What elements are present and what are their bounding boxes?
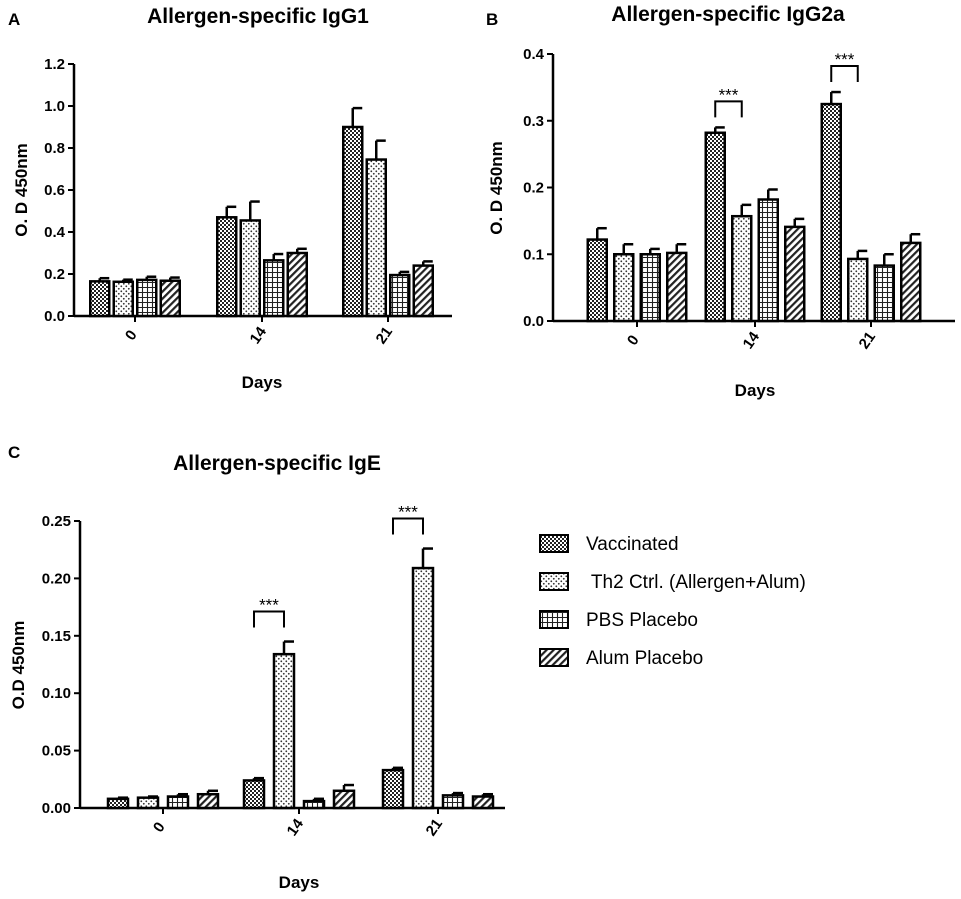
panel-a-ytick-label: 0.6 [44,182,65,199]
panel-b-ytick-label: 0.1 [523,246,544,263]
panel-a-plot: 0.0 0.2 0.4 0.6 0.8 1.0 1.2 0 14 21 [44,56,452,347]
panel-b-bar-pbs-placebo-day-0 [639,253,661,323]
panel-b-ytick-label: 0.3 [523,113,544,130]
panel-b-ytick-label: 0.2 [523,180,544,197]
panel-a-ylabel: O. D 450nm [12,143,31,237]
panel-a-bar-pbs-placebo-day-14 [263,259,285,318]
panel-c-xtick-label: 21 [423,816,446,839]
panel-c-bar-alum-placebo-day-14 [332,789,356,810]
panel-a: A Allergen-specific IgG1 O. D 450nm Days… [8,5,452,392]
panel-b-bar-vaccinated-day-0 [586,238,608,323]
panel-c-bar-pbs-placebo-day-14 [302,799,326,810]
panel-b-xtick-label: 21 [856,329,879,352]
panel-c-ytick-label: 0.10 [42,685,71,702]
panel-b-ytick-label: 0.4 [523,46,545,63]
panel-c-ytick-label: 0.05 [42,743,71,760]
panel-c-xlabel: Days [279,873,320,892]
panel-b-significance-bracket [830,65,859,83]
panel-a-bar-th2-ctrl-day-0 [112,280,134,318]
panel-b-bar-vaccinated-day-21 [820,102,842,323]
panel-a-bar-pbs-placebo-day-21 [389,273,411,318]
panel-c-title: Allergen-specific IgE [173,452,381,475]
panel-b-xlabel: Days [735,381,776,400]
panel-letter-a: A [8,10,20,29]
panel-b-bar-vaccinated-day-14 [704,131,726,323]
panel-a-xtick-label: 14 [247,323,271,347]
legend-swatch-pbs-placebo [539,610,569,629]
panel-a-xlabel: Days [242,373,283,392]
panel-letter-c: C [8,443,20,462]
panel-a-ytick-label: 0.0 [44,308,65,325]
panel-b-bar-pbs-placebo-day-21 [873,264,895,323]
panel-b-significance-bracket [714,100,743,118]
legend: Vaccinated Th2 Ctrl. (Allergen+Alum) PBS… [539,534,806,669]
panel-a-bar-alum-placebo-day-21 [412,264,434,318]
panel-b-xtick-label: 14 [740,328,764,352]
panel-c-xtick-label: 0 [150,819,169,836]
panel-b-significance-label: *** [835,50,855,69]
panel-a-xtick-label: 0 [122,327,141,344]
panel-a-bar-th2-ctrl-day-21 [365,158,387,318]
legend-label-pbs-placebo: PBS Placebo [586,610,698,631]
panel-a-ytick-label: 1.0 [44,98,65,115]
panel-b-bar-alum-placebo-day-14 [784,225,806,323]
panel-b-ylabel: O. D 450nm [487,141,506,235]
panel-c-bar-th2-ctrl-day-21 [411,566,435,810]
panel-a-ytick-label: 0.8 [44,140,65,157]
panel-letter-b: B [486,10,498,29]
panel-c-bar-vaccinated-day-14 [242,779,266,810]
panel-c-xtick-label: 14 [284,815,308,839]
panel-a-ytick-label: 1.2 [44,56,65,73]
panel-b-significance-label: *** [719,85,739,104]
panel-b-bar-th2-ctrl-day-21 [847,257,869,323]
panel-b-title: Allergen-specific IgG2a [611,3,845,26]
panel-c-bar-pbs-placebo-day-21 [441,794,465,810]
panel-c-bar-th2-ctrl-day-0 [136,796,160,810]
panel-a-bar-alum-placebo-day-0 [159,279,181,318]
panel-a-bar-th2-ctrl-day-14 [239,219,261,318]
panel-a-bar-vaccinated-day-14 [216,216,238,318]
panel-c-bar-th2-ctrl-day-14 [272,652,296,810]
panel-c-significance-label: *** [398,503,418,522]
panel-c-bar-alum-placebo-day-21 [471,795,495,810]
panel-c-bar-pbs-placebo-day-0 [166,795,190,810]
panel-c-bar-alum-placebo-day-0 [196,792,220,810]
panel-b-bar-pbs-placebo-day-14 [757,198,779,323]
panel-c: C Allergen-specific IgE O.D 450nm Days 0… [8,443,505,892]
legend-label-alum-placebo: Alum Placebo [586,648,703,669]
panel-a-bar-alum-placebo-day-14 [286,251,308,318]
panel-a-bar-pbs-placebo-day-0 [136,278,158,318]
panel-b-xtick-label: 0 [624,332,643,349]
panel-c-bar-vaccinated-day-0 [106,797,130,810]
legend-label-vaccinated: Vaccinated [586,534,679,555]
panel-c-plot: 0.00 0.05 0.10 0.15 0.20 0.25 0 14 21 *** *** [42,503,505,839]
panel-a-bar-vaccinated-day-21 [342,125,364,318]
legend-swatch-vaccinated [539,534,569,553]
panel-b: B Allergen-specific IgG2a O. D 450nm Day… [486,3,955,400]
panel-a-xtick-label: 21 [373,324,396,347]
panel-c-ytick-label: 0.15 [42,628,71,645]
panel-a-bar-vaccinated-day-0 [89,280,111,318]
panel-a-ytick-label: 0.4 [44,224,66,241]
panel-c-ytick-label: 0.20 [42,570,71,587]
panel-c-bar-vaccinated-day-21 [381,768,405,810]
panel-b-ytick-label: 0.0 [523,313,544,330]
panel-a-ytick-label: 0.2 [44,266,65,283]
panel-b-bar-alum-placebo-day-0 [666,251,688,323]
panel-c-ytick-label: 0.25 [42,513,71,530]
legend-label-th2-ctrl: Th2 Ctrl. (Allergen+Alum) [586,572,806,593]
legend-swatch-th2-ctrl [539,572,569,591]
panel-c-significance-bracket [253,610,285,628]
panel-b-bar-alum-placebo-day-21 [900,241,922,323]
panel-a-title: Allergen-specific IgG1 [147,5,369,28]
panel-c-significance-bracket [392,517,424,535]
panel-c-ylabel: O.D 450nm [9,621,28,710]
panel-b-bar-th2-ctrl-day-14 [731,214,753,323]
panel-b-bar-th2-ctrl-day-0 [613,253,635,323]
panel-c-ytick-label: 0.00 [42,800,71,817]
panel-c-significance-label: *** [259,596,279,615]
legend-swatch-alum-placebo [539,648,569,667]
panel-b-plot: 0.0 0.1 0.2 0.3 0.4 0 14 21 *** *** [523,46,955,352]
